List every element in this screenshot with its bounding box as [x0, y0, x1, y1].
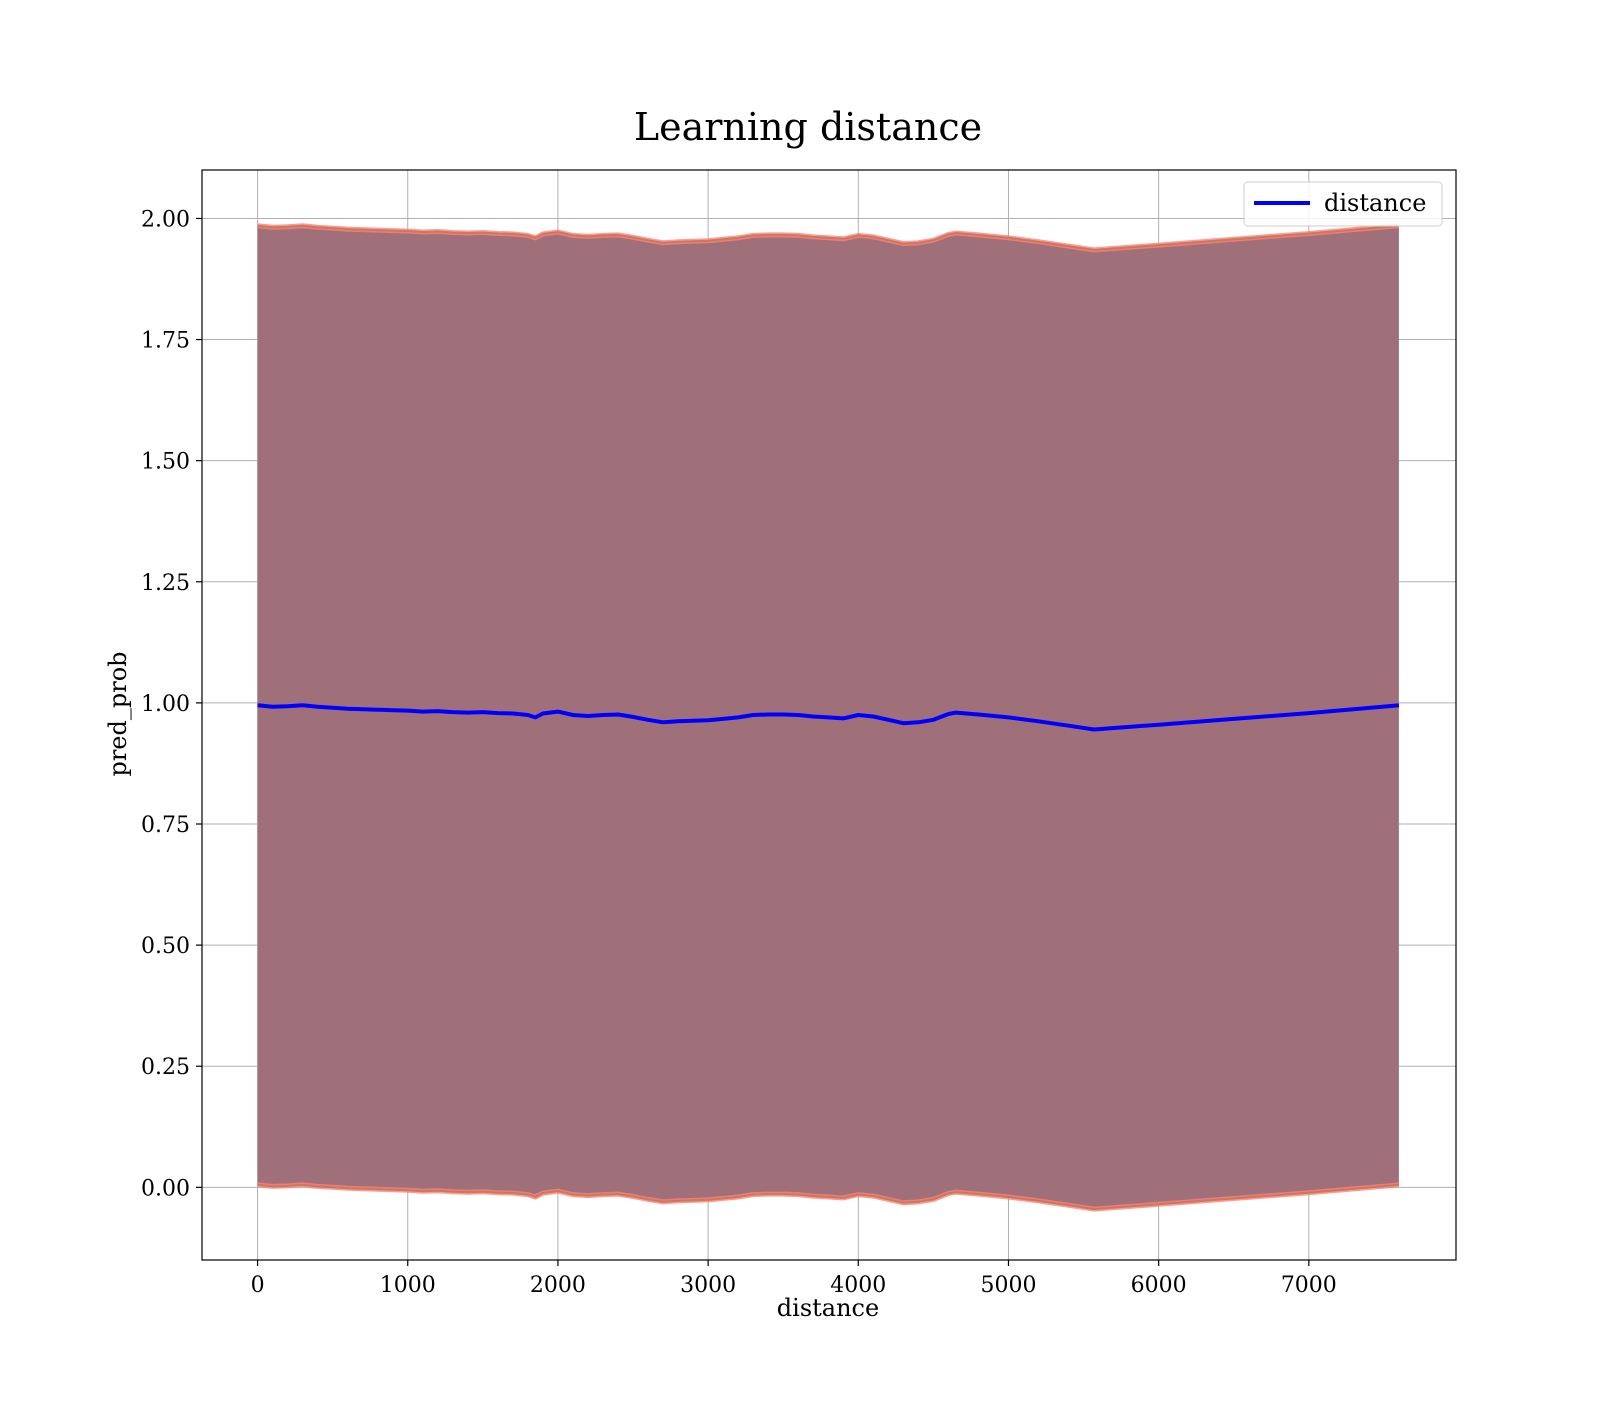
legend: distance — [1243, 181, 1443, 227]
series-line-distance — [257, 703, 1400, 732]
y-axis-ticks: 0.00 0.25 0.50 0.75 1.00 1.25 1.50 1.75 2.00 — [141, 207, 202, 1201]
y-tick-label: 0.25 — [141, 1055, 190, 1080]
y-tick-label: 1.75 — [141, 329, 190, 354]
x-tick-label: 6000 — [1131, 1273, 1187, 1298]
y-tick-label: 1.00 — [141, 692, 190, 717]
y-tick-label: 2.00 — [141, 207, 190, 232]
legend-box — [1243, 181, 1443, 227]
series-lines — [257, 703, 1400, 732]
y-tick-label: 0.75 — [141, 813, 190, 838]
x-tick-label: 0 — [251, 1273, 265, 1298]
x-tick-label: 5000 — [980, 1273, 1036, 1298]
y-tick-label: 1.50 — [141, 450, 190, 475]
legend-label: distance — [1324, 189, 1426, 217]
band-upper-edge-inner — [257, 224, 1399, 251]
x-tick-label: 3000 — [680, 1273, 736, 1298]
chart-title: Learning distance — [634, 105, 982, 149]
band-lower-edge-inner — [257, 1183, 1399, 1211]
x-tick-label: 2000 — [530, 1273, 586, 1298]
x-tick-label: 7000 — [1281, 1273, 1337, 1298]
x-tick-label: 4000 — [830, 1273, 886, 1298]
y-tick-label: 0.50 — [141, 934, 190, 959]
y-tick-label: 0.00 — [141, 1176, 190, 1201]
plot-frame — [201, 169, 1457, 1261]
x-axis-ticks: 0 1000 2000 3000 4000 5000 6000 7000 — [251, 1260, 1337, 1298]
y-axis-label: pred_prob — [104, 651, 132, 776]
x-tick-label: 1000 — [380, 1273, 436, 1298]
x-axis-label: distance — [777, 1294, 879, 1322]
y-tick-label: 1.25 — [141, 571, 190, 596]
